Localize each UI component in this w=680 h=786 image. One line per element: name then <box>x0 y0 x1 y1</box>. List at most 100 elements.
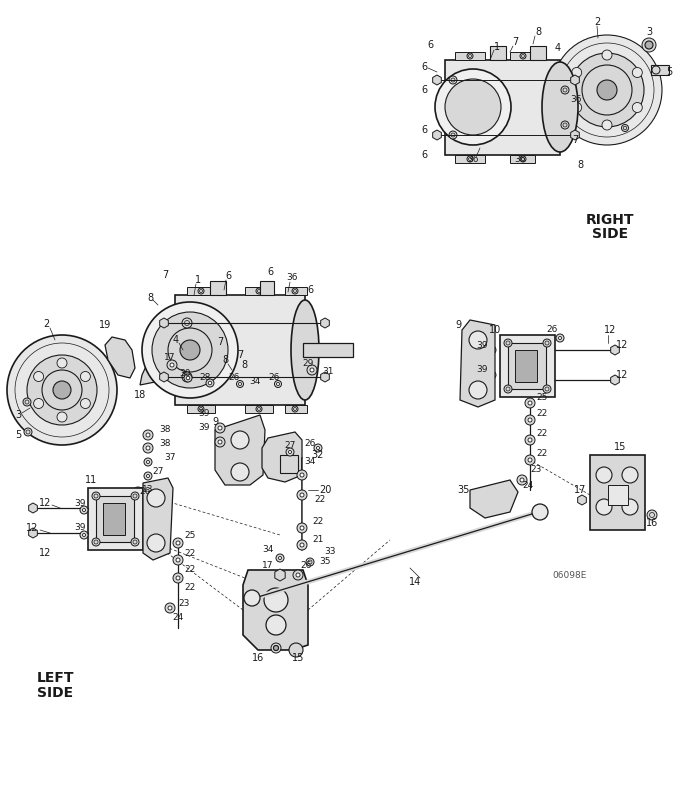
Circle shape <box>180 340 200 360</box>
Bar <box>187 287 215 295</box>
Polygon shape <box>262 432 302 482</box>
Circle shape <box>632 68 643 78</box>
Text: 24: 24 <box>522 480 534 490</box>
Circle shape <box>146 497 150 499</box>
Polygon shape <box>160 318 169 328</box>
Circle shape <box>182 372 192 382</box>
Circle shape <box>622 467 638 483</box>
Polygon shape <box>29 528 37 538</box>
Circle shape <box>42 370 82 410</box>
Circle shape <box>7 335 117 445</box>
Text: 22: 22 <box>314 495 326 505</box>
Circle shape <box>556 334 564 342</box>
Circle shape <box>256 288 262 294</box>
Text: 35: 35 <box>319 557 330 567</box>
Ellipse shape <box>291 300 319 400</box>
Circle shape <box>277 383 279 385</box>
Circle shape <box>92 492 100 500</box>
Polygon shape <box>140 350 180 385</box>
Text: 19: 19 <box>99 320 111 330</box>
Text: 26: 26 <box>301 560 311 570</box>
Circle shape <box>144 458 152 466</box>
Polygon shape <box>143 478 173 560</box>
Bar <box>285 405 307 413</box>
Circle shape <box>572 102 581 112</box>
Polygon shape <box>275 569 285 581</box>
Circle shape <box>286 448 294 456</box>
Text: 22: 22 <box>312 517 324 527</box>
Circle shape <box>297 540 307 550</box>
Text: 37: 37 <box>165 454 175 462</box>
Text: 7: 7 <box>572 135 578 145</box>
Circle shape <box>215 437 225 447</box>
Bar <box>445 60 560 155</box>
Text: 22: 22 <box>537 449 547 457</box>
Circle shape <box>173 555 183 565</box>
Polygon shape <box>160 372 169 382</box>
Bar <box>608 485 628 505</box>
Circle shape <box>488 346 496 354</box>
Text: SIDE: SIDE <box>37 686 73 700</box>
Polygon shape <box>432 130 441 140</box>
Circle shape <box>561 121 569 129</box>
Text: 17: 17 <box>165 354 175 362</box>
Circle shape <box>173 538 183 548</box>
Circle shape <box>215 423 225 433</box>
Circle shape <box>520 156 526 162</box>
Circle shape <box>310 368 314 372</box>
Text: 36: 36 <box>467 156 479 164</box>
Circle shape <box>570 53 644 127</box>
Text: 3: 3 <box>15 410 21 420</box>
Circle shape <box>307 365 317 375</box>
Circle shape <box>206 379 214 387</box>
Text: 23: 23 <box>178 598 190 608</box>
Text: 1: 1 <box>494 42 500 52</box>
Circle shape <box>176 558 180 562</box>
Circle shape <box>561 86 569 94</box>
Circle shape <box>82 509 86 512</box>
Text: 24: 24 <box>172 614 184 623</box>
Text: 13: 13 <box>142 486 154 494</box>
Circle shape <box>632 102 643 112</box>
Text: 36: 36 <box>571 96 582 105</box>
Circle shape <box>297 470 307 480</box>
Circle shape <box>57 358 67 368</box>
Polygon shape <box>571 130 579 140</box>
Circle shape <box>552 35 662 145</box>
Circle shape <box>231 431 249 449</box>
Circle shape <box>279 556 282 560</box>
Circle shape <box>176 576 180 580</box>
Circle shape <box>53 381 71 399</box>
Circle shape <box>543 385 551 393</box>
Text: 34: 34 <box>305 457 316 467</box>
Circle shape <box>80 506 88 514</box>
Circle shape <box>445 79 501 135</box>
Text: 39: 39 <box>74 523 86 532</box>
Bar <box>88 488 143 550</box>
Text: 12: 12 <box>26 523 38 533</box>
Text: 7: 7 <box>162 270 168 280</box>
Bar <box>303 343 353 357</box>
Bar <box>187 405 215 413</box>
Text: 8: 8 <box>535 27 541 37</box>
Text: 22: 22 <box>537 428 547 438</box>
Circle shape <box>647 510 657 520</box>
Circle shape <box>80 399 90 409</box>
Circle shape <box>288 450 292 454</box>
Bar <box>245 287 273 295</box>
Circle shape <box>239 383 241 385</box>
Bar <box>590 455 645 530</box>
Text: 25: 25 <box>184 531 196 541</box>
Text: 22: 22 <box>537 409 547 417</box>
Circle shape <box>582 65 632 115</box>
Circle shape <box>146 433 150 437</box>
Circle shape <box>517 475 527 485</box>
Text: 6: 6 <box>421 62 427 72</box>
Circle shape <box>520 478 524 482</box>
Circle shape <box>142 302 238 398</box>
Circle shape <box>146 461 150 464</box>
Circle shape <box>231 463 249 481</box>
Circle shape <box>572 68 581 78</box>
Text: 17: 17 <box>262 560 274 570</box>
Bar <box>490 46 506 60</box>
